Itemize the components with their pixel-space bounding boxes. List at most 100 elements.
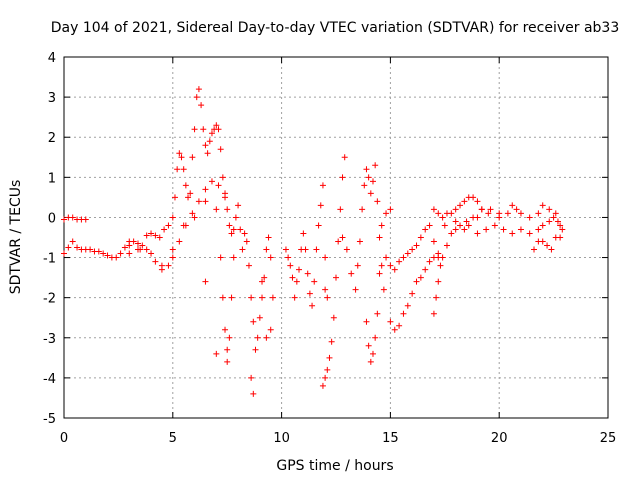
data-point [426,258,433,265]
y-tick-label: -2 [43,292,56,307]
data-point [117,250,124,257]
data-point [513,206,520,213]
data-points [61,86,566,397]
data-point [557,234,564,241]
data-point [224,358,231,365]
data-point [239,246,246,253]
data-point [230,226,237,233]
data-point [328,338,335,345]
data-point [359,206,366,213]
data-point [452,206,459,213]
data-point [552,210,559,217]
data-point [441,222,448,229]
data-point [504,210,511,217]
data-point [372,334,379,341]
data-point [293,278,300,285]
data-point [191,126,198,133]
data-point [208,178,215,185]
data-point [137,246,144,253]
data-point [178,154,185,161]
data-point [409,290,416,297]
y-tick-label: 3 [48,91,56,106]
x-axis-label: GPS time / hours [276,458,393,474]
data-point [232,214,239,221]
data-point [374,310,381,317]
data-point [113,254,120,261]
data-point [213,206,220,213]
data-point [374,198,381,205]
data-point [554,218,561,225]
data-point [250,318,257,325]
chart-title: Day 104 of 2021, Sidereal Day-to-day VTE… [51,20,620,36]
data-point [195,198,202,205]
data-point [130,238,137,245]
data-point [61,250,67,257]
data-point [487,206,494,213]
data-point [341,154,348,161]
data-point [422,226,429,233]
data-point [324,366,331,373]
data-point [378,222,385,229]
data-point [409,246,416,253]
data-point [169,246,176,253]
data-point [134,240,141,247]
data-point [243,238,250,245]
data-point [185,194,192,201]
data-point [461,198,468,205]
y-tick-label: -4 [43,372,56,387]
data-point [550,214,557,221]
data-point [330,314,337,321]
data-point [369,350,376,357]
data-point [354,262,361,269]
data-point [378,262,385,269]
data-point [152,258,159,265]
data-point [322,254,329,261]
data-point [559,226,566,233]
data-point [198,102,205,109]
data-point [457,202,464,209]
data-point [352,286,359,293]
data-point [235,202,242,209]
x-tick-label: 10 [273,431,290,446]
data-point [417,234,424,241]
data-point [474,214,481,221]
data-point [259,294,266,301]
data-point [267,254,274,261]
data-point [287,262,294,269]
data-point [139,242,146,249]
data-point [202,278,209,285]
data-point [435,278,442,285]
data-point [535,226,542,233]
y-axis-label: SDTVAR / TECUs [8,180,24,295]
data-point [535,210,542,217]
x-tick-label: 15 [382,431,399,446]
x-tick-label: 0 [60,431,68,446]
data-point [319,382,326,389]
data-point [435,210,442,217]
data-point [452,218,459,225]
x-tick-label: 20 [491,431,508,446]
data-point [509,230,516,237]
x-tick-label: 5 [169,431,177,446]
data-point [474,230,481,237]
y-tick-label: -1 [43,252,56,267]
data-point [433,294,440,301]
data-point [87,246,94,253]
data-point [193,94,200,101]
data-point [365,342,372,349]
data-point [348,270,355,277]
data-point [250,390,257,397]
data-point [404,250,411,257]
data-point [448,230,455,237]
data-point [326,354,333,361]
y-tick-label: 0 [48,211,56,226]
data-point [387,206,394,213]
data-point [380,286,387,293]
data-point [324,294,331,301]
data-point [254,334,261,341]
data-point [387,262,394,269]
data-point [176,238,183,245]
data-point [465,222,472,229]
data-point [396,322,403,329]
